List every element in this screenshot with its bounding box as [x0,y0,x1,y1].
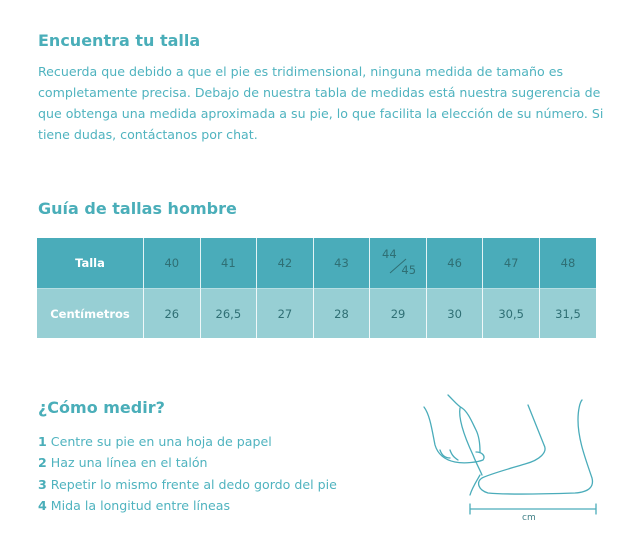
size-cell: 42 [256,238,314,289]
cm-cell: 30 [425,288,483,338]
cm-cell: 30,5 [482,288,540,338]
size-label: Talla [37,238,144,289]
size-cell: 46 [425,238,483,289]
steps-list: 1 Centre su pie en una hoja de papel 2 H… [38,431,337,516]
cm-cell: 27 [256,288,314,338]
cm-cell: 31,5 [538,288,596,338]
intro-title: Encuentra tu talla [38,31,201,50]
guide-title: Guía de tallas hombre [38,199,237,218]
size-cell: 47 [482,238,540,289]
step-item: 3 Repetir lo mismo frente al dedo gordo … [38,476,337,492]
size-row: Talla 40 41 42 43 44 45 46 47 48 [37,238,596,289]
size-cell: 41 [199,238,257,289]
intro-text: Recuerda que debido a que el pie es trid… [38,64,604,142]
foot-measure-illustration [423,394,597,515]
cm-cell: 29 [369,288,427,338]
cm-cell: 26,5 [199,288,257,338]
size-cell: 43 [312,238,370,289]
size-cell: 40 [143,238,201,289]
size-45: 45 [401,262,417,277]
cm-cell: 26 [143,288,201,338]
step-item: 4 Mida la longitud entre líneas [38,497,231,513]
howto-title: ¿Cómo medir? [38,398,165,417]
size-44: 44 [382,246,397,261]
size-cell: 48 [538,238,596,289]
cm-row: Centímetros 26 26,5 27 28 29 30 30,5 31,… [37,288,596,338]
step-item: 2 Haz una línea en el talón [38,455,208,471]
slash-divider [389,258,407,273]
step-item: 1 Centre su pie en una hoja de papel [38,434,272,449]
size-cell-split: 44 45 [369,238,427,289]
cm-cell: 28 [312,288,370,338]
unit-label: cm [522,513,536,523]
cm-label: Centímetros [37,288,144,338]
size-table: Talla 40 41 42 43 44 45 46 47 48 Centímet… [37,238,596,338]
